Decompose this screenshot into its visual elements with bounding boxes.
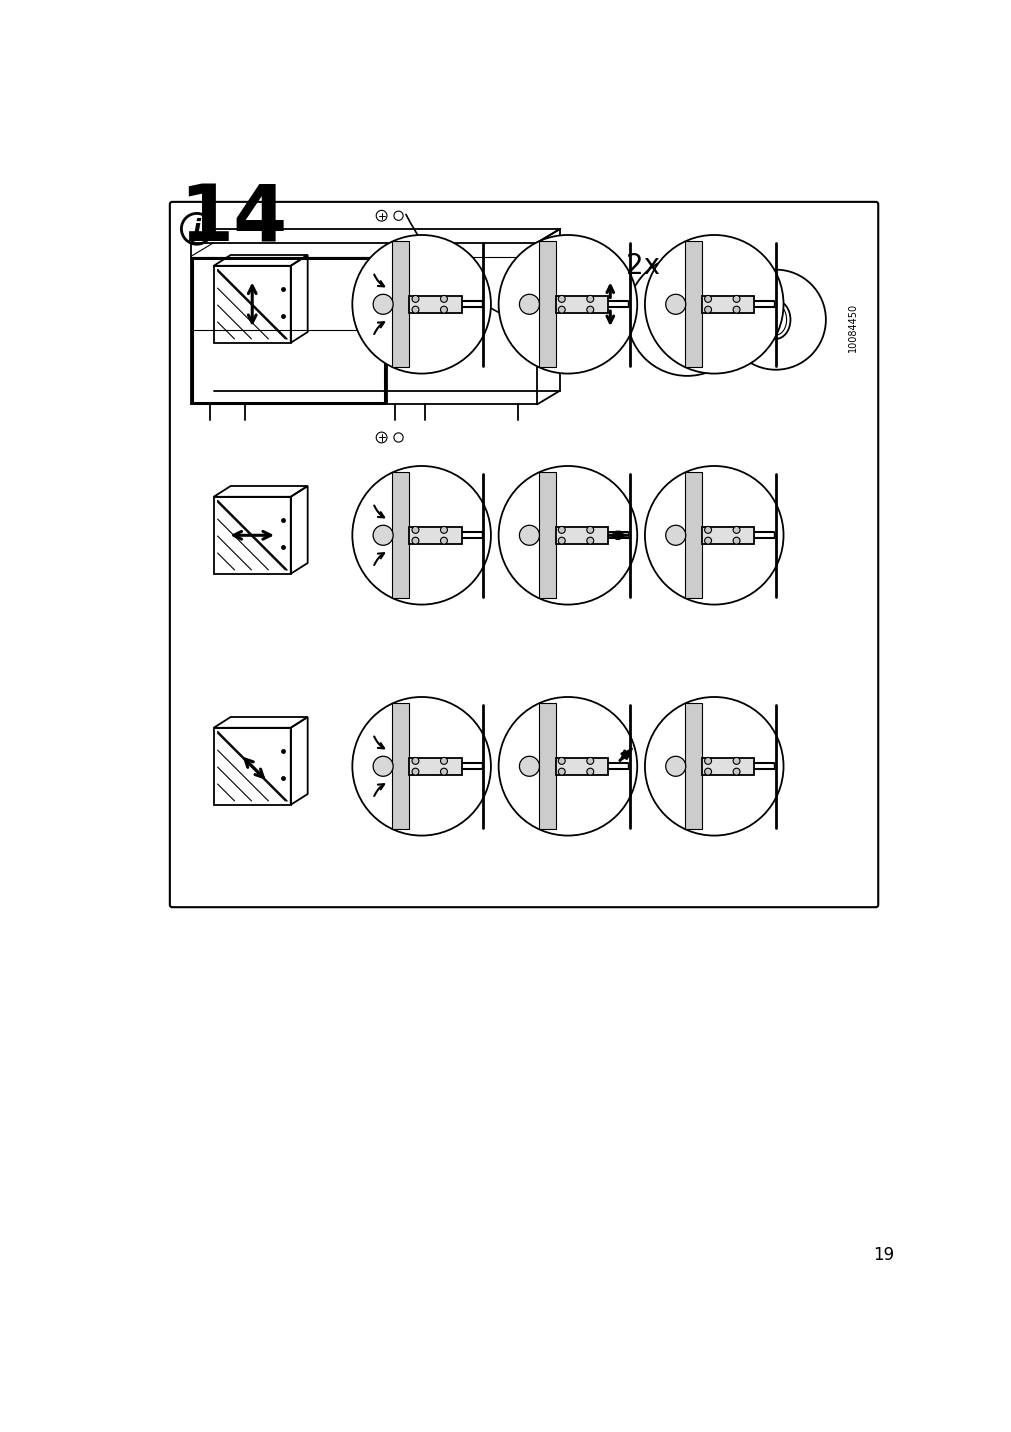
Bar [684, 473, 702, 599]
Bar [392, 241, 408, 368]
Circle shape [411, 295, 419, 302]
Circle shape [627, 256, 746, 375]
Bar [684, 703, 702, 829]
Bar [392, 703, 408, 829]
Circle shape [732, 306, 739, 314]
Circle shape [352, 697, 490, 836]
Circle shape [440, 295, 447, 302]
Circle shape [558, 306, 565, 314]
Bar [538, 703, 555, 829]
Text: 14: 14 [179, 182, 287, 258]
Circle shape [704, 527, 711, 533]
Circle shape [498, 697, 637, 836]
Bar [555, 296, 608, 312]
FancyArrowPatch shape [405, 215, 623, 334]
Circle shape [665, 756, 685, 776]
Circle shape [373, 526, 392, 546]
Circle shape [440, 768, 447, 775]
Circle shape [704, 295, 711, 302]
Circle shape [732, 295, 739, 302]
Bar [408, 527, 461, 544]
Bar [702, 296, 753, 312]
Circle shape [732, 527, 739, 533]
Bar [702, 758, 753, 775]
Circle shape [558, 527, 565, 533]
Bar [555, 758, 608, 775]
Circle shape [498, 235, 637, 374]
Circle shape [373, 756, 392, 776]
Bar [555, 527, 608, 544]
Circle shape [586, 306, 593, 314]
Circle shape [558, 537, 565, 544]
Circle shape [725, 269, 825, 369]
Circle shape [586, 295, 593, 302]
Circle shape [586, 527, 593, 533]
Circle shape [352, 465, 490, 604]
Bar [538, 473, 555, 599]
Circle shape [665, 294, 685, 314]
Circle shape [440, 537, 447, 544]
Circle shape [440, 758, 447, 765]
Circle shape [440, 527, 447, 533]
Circle shape [665, 526, 685, 546]
Circle shape [558, 768, 565, 775]
Circle shape [411, 306, 419, 314]
Circle shape [732, 768, 739, 775]
Circle shape [519, 756, 539, 776]
Circle shape [558, 758, 565, 765]
Circle shape [411, 527, 419, 533]
Circle shape [440, 306, 447, 314]
Circle shape [411, 768, 419, 775]
Circle shape [704, 537, 711, 544]
Circle shape [704, 768, 711, 775]
Bar [702, 527, 753, 544]
Text: i: i [192, 218, 200, 242]
Circle shape [644, 465, 783, 604]
Bar [408, 758, 461, 775]
Bar [408, 296, 461, 312]
Circle shape [586, 537, 593, 544]
Circle shape [586, 768, 593, 775]
Text: 19: 19 [872, 1246, 894, 1264]
Circle shape [352, 235, 490, 374]
Text: 10084450: 10084450 [847, 302, 857, 352]
Circle shape [411, 537, 419, 544]
Bar [538, 241, 555, 368]
Circle shape [558, 295, 565, 302]
Circle shape [704, 306, 711, 314]
Circle shape [644, 235, 783, 374]
Circle shape [586, 758, 593, 765]
Bar [392, 473, 408, 599]
Circle shape [684, 295, 688, 299]
Circle shape [732, 537, 739, 544]
Circle shape [373, 294, 392, 314]
Circle shape [684, 332, 688, 337]
Circle shape [704, 758, 711, 765]
Circle shape [519, 294, 539, 314]
Circle shape [498, 465, 637, 604]
Text: 2x: 2x [625, 252, 659, 279]
Circle shape [519, 526, 539, 546]
Bar [684, 241, 702, 368]
Circle shape [411, 758, 419, 765]
Circle shape [644, 697, 783, 836]
Circle shape [732, 758, 739, 765]
